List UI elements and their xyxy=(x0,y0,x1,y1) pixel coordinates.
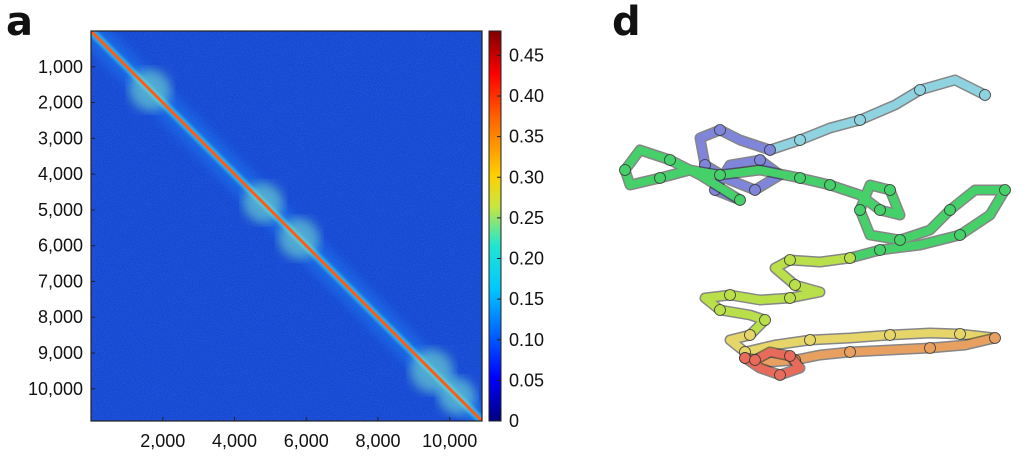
trace-bead xyxy=(954,229,966,241)
trace-bead xyxy=(874,244,886,256)
y-tick-label: 6,000 xyxy=(38,236,83,256)
colorbar-gradient xyxy=(488,30,502,422)
x-tick-label: 6,000 xyxy=(284,431,329,451)
trace-bead xyxy=(789,279,801,291)
trace-bead xyxy=(714,169,726,181)
heatmap-chart: 1,000 2,000 3,000 4,000 5,000 6,000 7,000 8,000… xyxy=(28,30,544,451)
x-tick-label: 2,000 xyxy=(140,431,185,451)
trace-bead xyxy=(979,89,991,101)
colorbar-tick-label: 0.35 xyxy=(509,127,544,147)
y-tick-label: 1,000 xyxy=(38,57,83,77)
trace-bead xyxy=(954,328,966,340)
colorbar-tick-label: 0.30 xyxy=(509,167,544,187)
trace-bead xyxy=(794,172,806,184)
colorbar: 0 0.05 0.10 0.15 0.20 0.25 0.30 0.35 0.40 0.45 xyxy=(488,30,544,431)
diagonal-line xyxy=(91,31,482,421)
trace-bead xyxy=(914,84,926,96)
trace-segment-yellow xyxy=(726,329,999,356)
trace-bead xyxy=(654,172,666,184)
x-tick-label: 8,000 xyxy=(355,431,400,451)
trace-bead xyxy=(854,204,866,216)
trace-bead xyxy=(784,350,796,362)
y-tick-label: 2,000 xyxy=(38,93,83,113)
colorbar-tick-label: 0.20 xyxy=(509,249,544,269)
plot-frame xyxy=(90,30,483,422)
heatmap-axes: 1,000 2,000 3,000 4,000 5,000 6,000 7,000 8,000… xyxy=(28,57,477,451)
colorbar-tick-label: 0.15 xyxy=(509,289,544,309)
trace-bead xyxy=(854,114,866,126)
trace-bead xyxy=(884,184,896,196)
colorbar-tick-label: 0.05 xyxy=(509,370,544,390)
trace-bead xyxy=(844,252,856,264)
colorbar-tick-label: 0 xyxy=(509,411,519,431)
trace-bead xyxy=(759,314,771,326)
trace-bead xyxy=(664,154,676,166)
colorbar-tick-label: 0.10 xyxy=(509,330,544,350)
y-tick-label: 7,000 xyxy=(38,271,83,291)
x-tick-label: 10,000 xyxy=(422,431,477,451)
trace-bead xyxy=(714,124,726,136)
colorbar-tick-label: 0.45 xyxy=(509,45,544,65)
trace-bead xyxy=(744,329,756,341)
trace-bead xyxy=(749,184,761,196)
heatmap-plot-area xyxy=(90,30,483,422)
trace-bead xyxy=(999,184,1011,196)
trace-bead xyxy=(784,292,796,304)
trace-bead xyxy=(989,332,1001,344)
y-tick-label: 5,000 xyxy=(38,200,83,220)
trace-bead xyxy=(924,342,936,354)
trace-bead xyxy=(764,144,776,156)
panel-label-a: a xyxy=(6,0,33,45)
trace-bead xyxy=(794,134,806,146)
trace-bead xyxy=(824,179,836,191)
trace-bead xyxy=(724,289,736,301)
trace-bead xyxy=(754,154,766,166)
trace-bead xyxy=(714,304,726,316)
trace-bead xyxy=(894,234,906,246)
y-tick-label: 8,000 xyxy=(38,307,83,327)
trace-bead xyxy=(739,352,751,364)
trace-bead xyxy=(884,329,896,341)
y-tick-label: 3,000 xyxy=(38,128,83,148)
trace-bead xyxy=(874,204,886,216)
trace-bead xyxy=(844,346,856,358)
y-tick-label: 9,000 xyxy=(38,343,83,363)
trace-bead xyxy=(749,354,761,366)
trace-bead xyxy=(734,194,746,206)
trace-bead xyxy=(774,369,786,381)
y-tick-label: 4,000 xyxy=(38,164,83,184)
trace-bead xyxy=(619,164,631,176)
trace-bead xyxy=(784,254,796,266)
x-tick-label: 4,000 xyxy=(212,431,257,451)
trace-bead xyxy=(804,334,816,346)
trace-bead xyxy=(944,204,956,216)
colorbar-tick-label: 0.25 xyxy=(509,208,544,228)
trace-segment-end xyxy=(741,348,804,379)
panel-label-d: d xyxy=(612,0,641,45)
trace-segment-green-mid xyxy=(826,181,1009,262)
y-tick-label: 10,000 xyxy=(28,379,83,399)
colorbar-tick-label: 0.40 xyxy=(509,86,544,106)
